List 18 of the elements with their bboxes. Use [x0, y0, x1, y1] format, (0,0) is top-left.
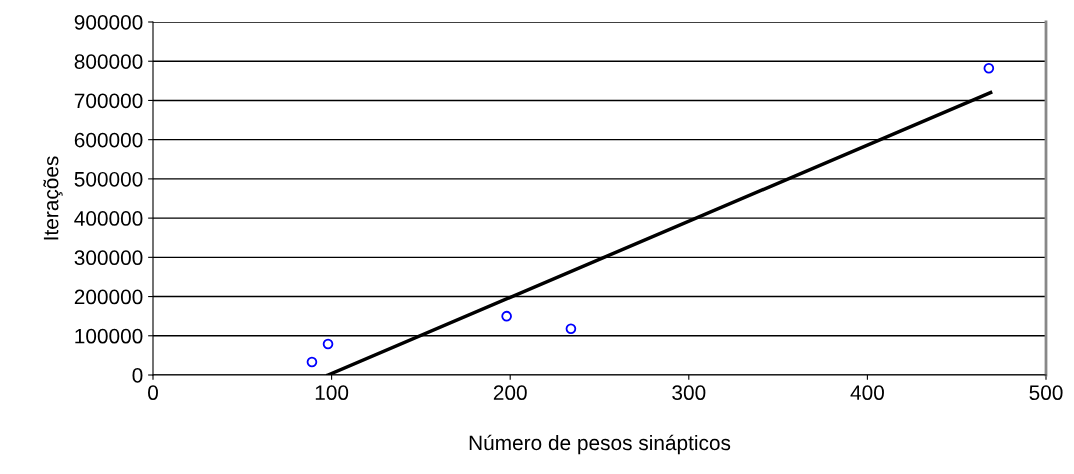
y-tick-label: 100000 [75, 328, 143, 344]
y-tick-label: 0 [132, 368, 143, 383]
x-tick-label: 500 [1029, 385, 1063, 401]
x-tick-label: 300 [672, 385, 706, 401]
y-axis-title: Iterações [43, 156, 63, 240]
y-tick-label: 700000 [74, 93, 143, 109]
y-tick-label: 300000 [74, 250, 143, 266]
y-tick-label: 400000 [74, 211, 143, 226]
y-tick-label: 900000 [74, 15, 143, 30]
x-tick-label: 0 [148, 385, 158, 401]
x-tick-label: 400 [850, 385, 884, 401]
x-tick-label: 200 [493, 385, 527, 401]
y-tick-label: 500000 [74, 171, 143, 187]
y-tick-label: 800000 [74, 54, 143, 69]
y-tick-label: 600000 [74, 132, 143, 148]
y-tick-label: 200000 [74, 289, 143, 305]
x-tick-label: 100 [315, 385, 349, 401]
x-axis-title: Número de pesos sinápticos [469, 434, 731, 455]
